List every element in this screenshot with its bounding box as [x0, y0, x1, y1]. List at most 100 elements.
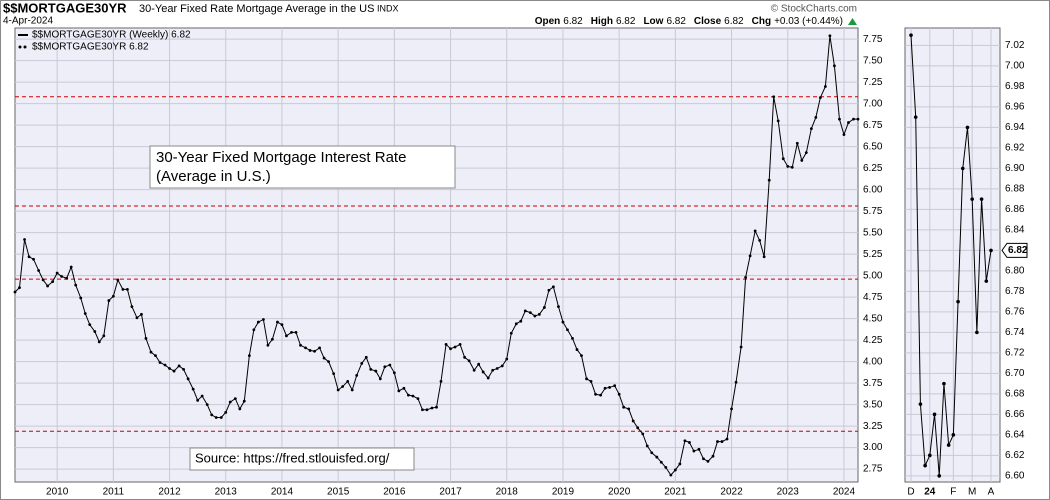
data-point	[758, 238, 762, 242]
data-point	[93, 330, 97, 333]
data-point	[336, 388, 340, 392]
data-point	[481, 370, 485, 374]
data-point	[706, 459, 710, 463]
data-point	[589, 379, 593, 383]
data-point	[322, 356, 326, 360]
data-point	[32, 257, 35, 261]
data-point	[46, 284, 49, 288]
data-point	[932, 412, 937, 417]
y-tick-label: 7.75	[863, 34, 883, 45]
data-point	[641, 432, 645, 436]
data-point	[205, 403, 209, 407]
data-point	[631, 419, 635, 423]
data-point	[636, 426, 640, 430]
series-line	[910, 35, 992, 476]
data-point	[168, 367, 171, 370]
data-point	[725, 437, 729, 441]
data-point	[191, 387, 195, 391]
data-point	[650, 451, 654, 455]
x-tick-label: 2024	[833, 487, 856, 498]
y-tick-label: 4.25	[863, 335, 883, 346]
data-point	[913, 115, 918, 119]
y-tick-label: 6.00	[863, 184, 883, 195]
data-point	[989, 248, 993, 253]
data-point	[126, 287, 129, 291]
data-point	[477, 362, 481, 366]
y-tick-label: 6.94	[1005, 122, 1025, 133]
data-point	[294, 330, 298, 334]
y-tick-label: 6.60	[1005, 470, 1025, 481]
data-point	[149, 350, 153, 354]
data-point	[495, 367, 499, 370]
data-point	[13, 290, 17, 294]
data-point	[280, 323, 284, 327]
y-tick-label: 6.64	[1005, 429, 1025, 440]
data-point	[486, 376, 490, 380]
data-point	[214, 416, 218, 419]
data-point	[228, 400, 232, 404]
data-point	[772, 95, 776, 99]
data-point	[928, 453, 932, 458]
last-value-label: 6.82	[1008, 245, 1028, 256]
data-point	[392, 371, 396, 375]
data-point	[566, 328, 569, 332]
data-point	[472, 368, 476, 372]
data-point	[374, 369, 378, 373]
data-point	[856, 117, 860, 121]
x-tick-label: 2018	[496, 487, 519, 498]
data-point	[51, 280, 55, 284]
legend-entry: $$MORTGAGE30YR 6.82	[32, 42, 149, 53]
x-tick-label: 2021	[664, 487, 687, 498]
data-point	[753, 229, 757, 233]
data-point	[824, 85, 827, 88]
y-tick-label: 6.50	[863, 141, 883, 152]
y-tick-label: 5.75	[863, 206, 883, 217]
data-point	[786, 165, 790, 168]
y-tick-label: 6.78	[1005, 286, 1025, 297]
quote-value: 6.82	[666, 16, 686, 27]
x-tick-label: 2015	[327, 487, 350, 498]
x-tick-label: 2017	[439, 487, 462, 498]
data-point	[397, 389, 401, 393]
y-tick-label: 6.74	[1005, 327, 1025, 338]
data-point	[60, 275, 64, 278]
data-point	[551, 285, 555, 289]
data-point	[18, 286, 21, 290]
data-point	[491, 368, 495, 372]
data-point	[55, 271, 59, 275]
data-point	[659, 460, 663, 464]
data-point	[69, 265, 73, 269]
y-tick-label: 6.62	[1005, 450, 1025, 461]
data-point	[290, 330, 293, 334]
data-point	[744, 275, 747, 279]
data-point	[256, 320, 260, 324]
quote-value: +0.03 (+0.44%)	[774, 16, 843, 27]
data-point	[956, 299, 960, 304]
symbol: $$MORTGAGE30YR	[3, 0, 127, 15]
data-point	[276, 320, 279, 324]
data-point	[814, 116, 818, 119]
data-point	[622, 405, 626, 409]
data-point	[509, 331, 513, 335]
annotation-line: (Average in U.S.)	[156, 168, 271, 185]
x-tick-label: D	[907, 487, 914, 498]
data-point	[795, 141, 799, 145]
data-point	[439, 379, 443, 383]
legend-dot-swatch	[23, 45, 27, 49]
data-point	[519, 319, 523, 323]
data-point	[960, 166, 965, 171]
y-tick-label: 6.86	[1005, 204, 1025, 215]
data-point	[37, 269, 41, 272]
data-point	[678, 462, 682, 466]
data-point	[41, 278, 45, 282]
data-point	[224, 410, 228, 414]
data-point	[83, 312, 87, 315]
data-point	[711, 454, 715, 458]
data-point	[458, 343, 462, 346]
data-point	[918, 402, 923, 406]
data-point	[585, 377, 588, 381]
y-tick-label: 3.25	[863, 421, 883, 432]
y-tick-label: 6.68	[1005, 389, 1025, 400]
data-point	[645, 444, 649, 448]
